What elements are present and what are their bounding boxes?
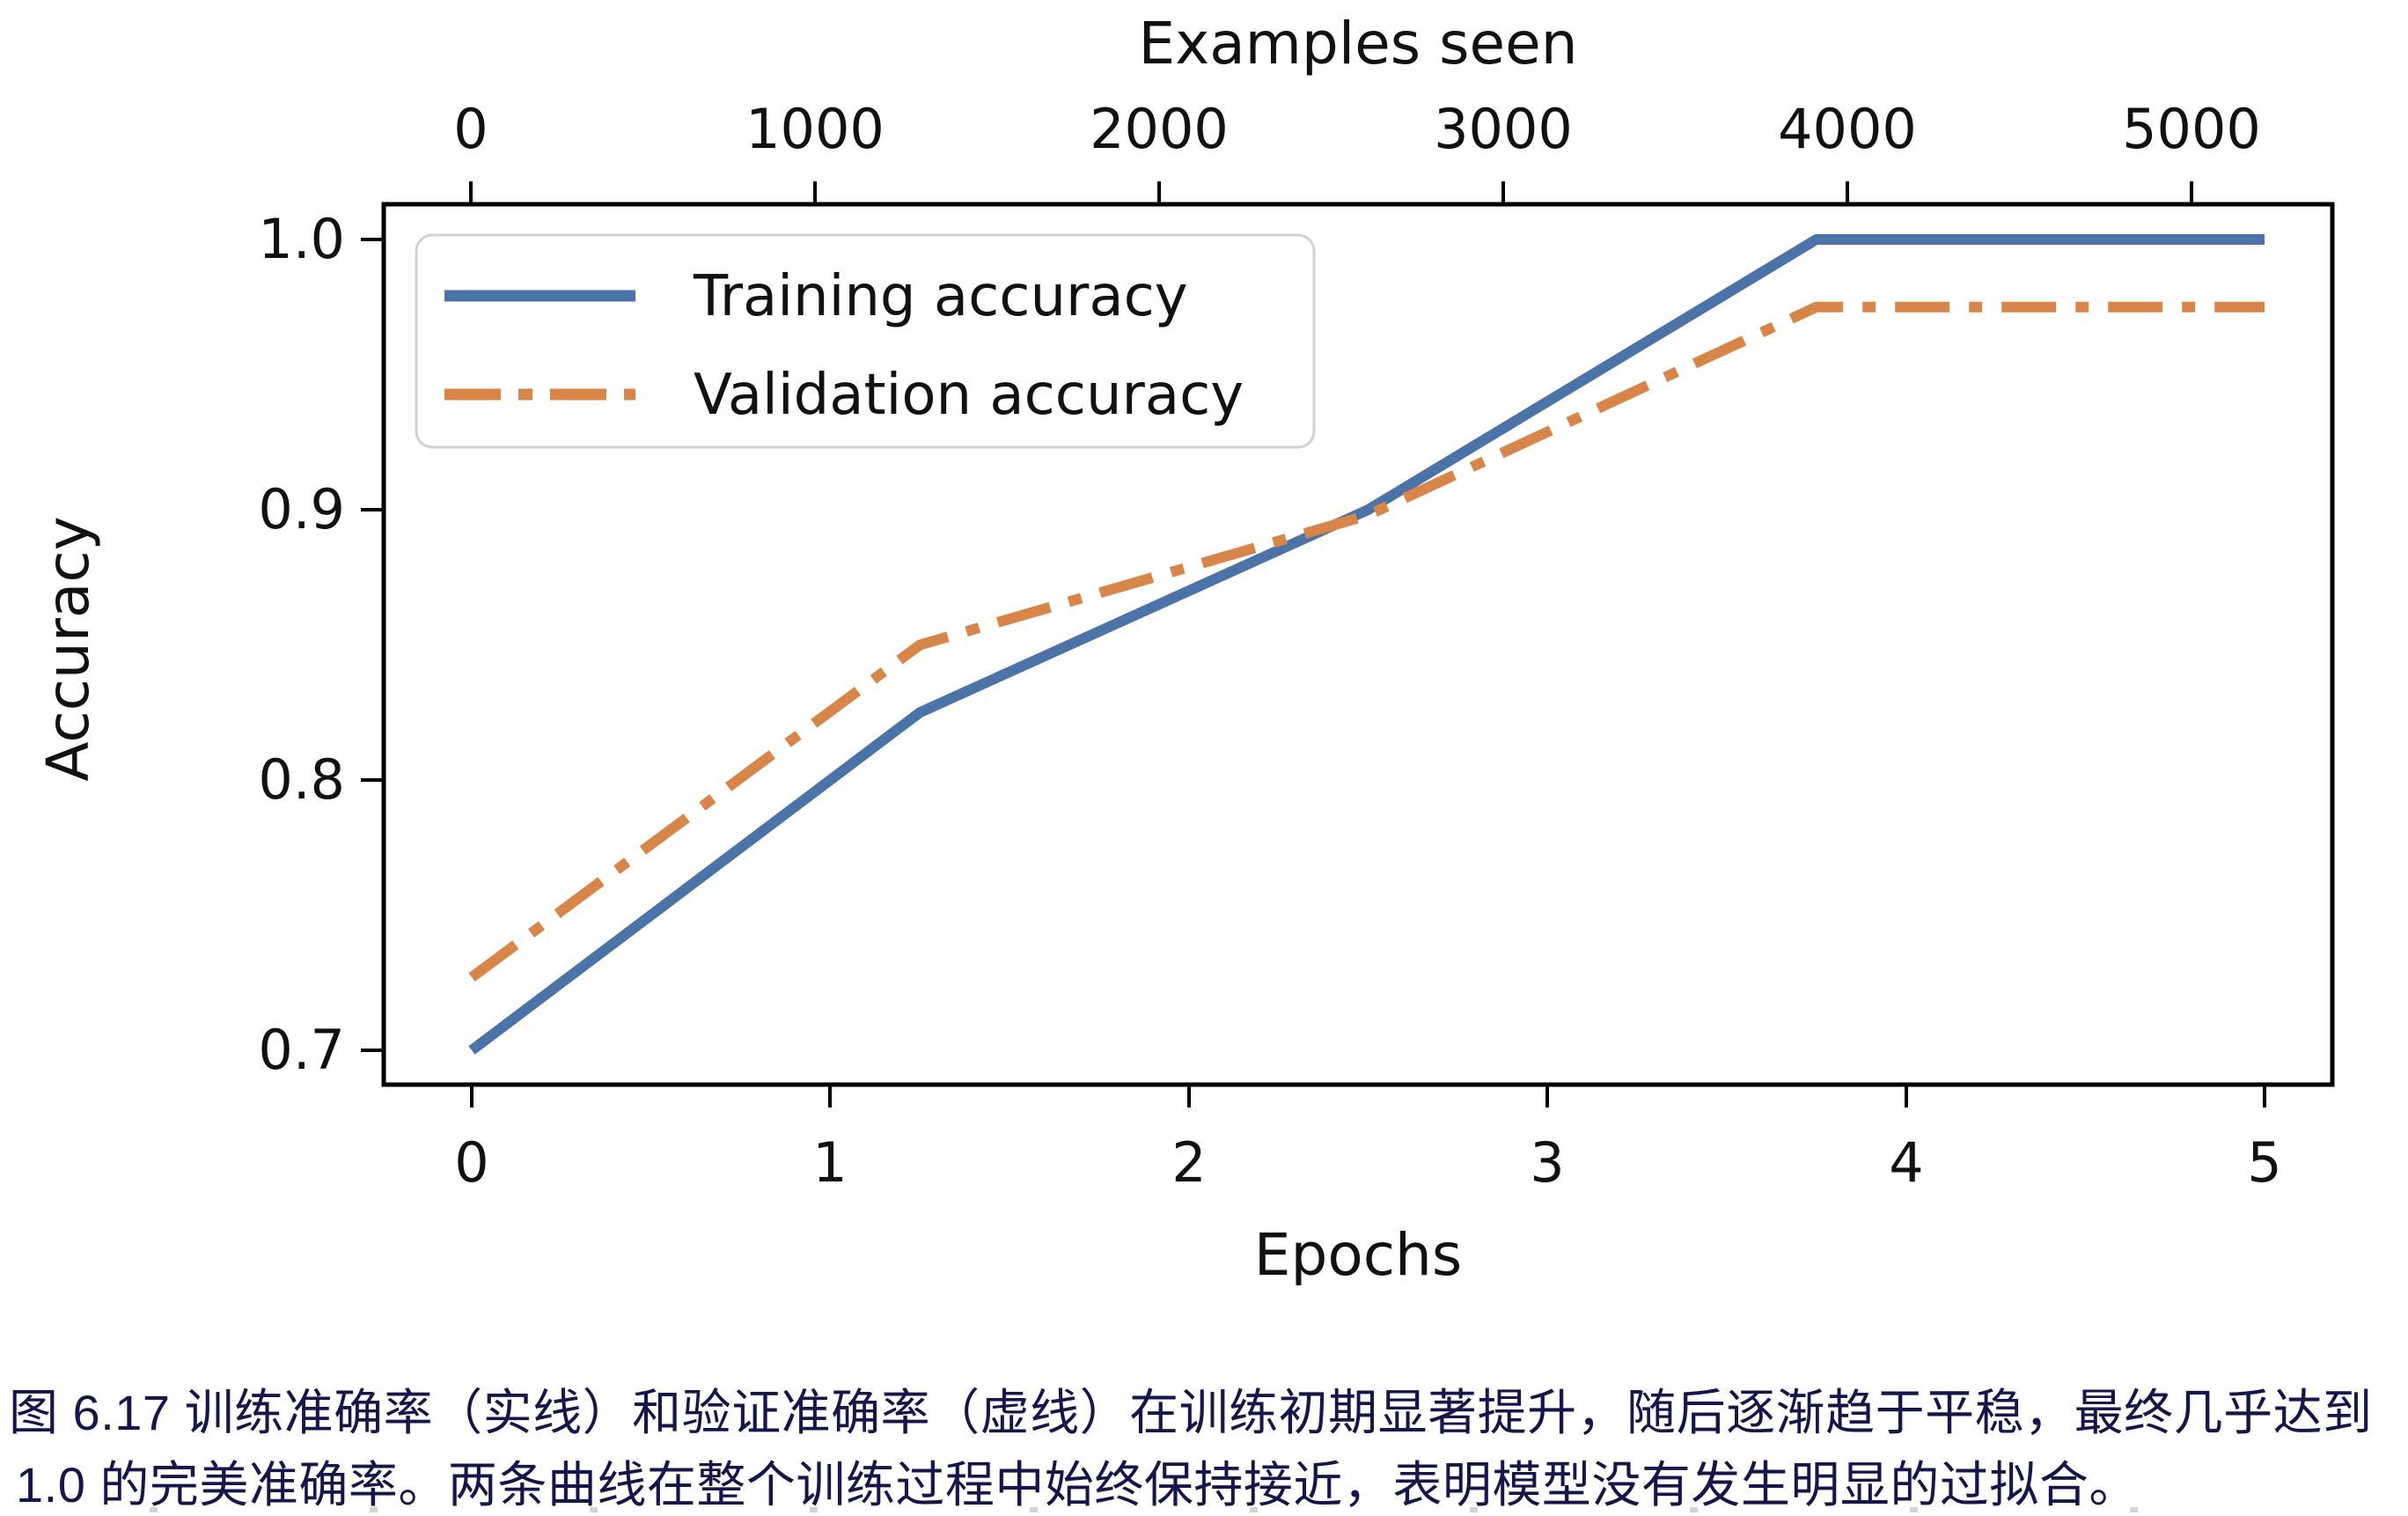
- accuracy-chart: Examples seen 0 1000 2000 3000 4000 5000: [34, 10, 2335, 1285]
- top-tick-label: 4000: [1778, 97, 1917, 161]
- bottom-tick-label: 0: [454, 1130, 488, 1195]
- top-tick-label: 1000: [745, 97, 885, 161]
- figure-caption: 图 6.17 训练准确率（实线）和验证准确率（虚线）在训练初期显著提升，随后逐渐…: [9, 1377, 2399, 1516]
- y-tick-marks: [361, 238, 384, 1052]
- y-tick-label: 0.8: [258, 747, 345, 812]
- top-tick-label: 5000: [2122, 97, 2261, 161]
- y-tick-label: 0.7: [258, 1018, 345, 1082]
- legend-box: [415, 233, 1316, 449]
- legend-training-label: Training accuracy: [693, 264, 1188, 329]
- y-tick-labels: 1.0 0.9 0.8 0.7: [258, 207, 345, 1082]
- bottom-tick-label: 5: [2247, 1130, 2281, 1195]
- y-axis-title: Accuracy: [34, 516, 102, 781]
- training-accuracy-line: [468, 234, 2265, 1055]
- top-tick-labels: 0 1000 2000 3000 4000 5000: [453, 97, 2261, 161]
- top-tick-label: 2000: [1090, 97, 1229, 161]
- plot-border: [381, 202, 2335, 1087]
- caption-line-2: 1.0 的完美准确率。两条曲线在整个训练过程中始终保持接近，表明模型没有发生明显…: [16, 1457, 2139, 1512]
- y-tick-label: 1.0: [258, 207, 345, 271]
- bottom-tick-label: 2: [1171, 1130, 1206, 1195]
- y-tick-label: 0.9: [258, 477, 345, 541]
- top-tick-marks: [469, 181, 2193, 204]
- bottom-tick-marks: [470, 1085, 2266, 1108]
- top-tick-label: 0: [453, 97, 488, 161]
- bottom-tick-labels: 0 1 2 3 4 5: [454, 1130, 2281, 1195]
- bottom-tick-label: 3: [1530, 1130, 1564, 1195]
- x-axis-title: Epochs: [1254, 1221, 1462, 1285]
- cropped-text-artifact: [150, 1507, 2139, 1512]
- bottom-tick-label: 4: [1889, 1130, 1923, 1195]
- bottom-tick-label: 1: [812, 1130, 847, 1195]
- top-tick-label: 3000: [1434, 97, 1573, 161]
- legend: Training accuracy Validation accuracy: [415, 233, 1316, 449]
- top-axis-title: Examples seen: [1138, 10, 1577, 77]
- validation-accuracy-line: [468, 301, 2265, 982]
- caption-line-1: 图 6.17 训练准确率（实线）和验证准确率（虚线）在训练初期显著提升，随后逐渐…: [9, 1385, 2373, 1440]
- legend-validation-label: Validation accuracy: [694, 363, 1244, 428]
